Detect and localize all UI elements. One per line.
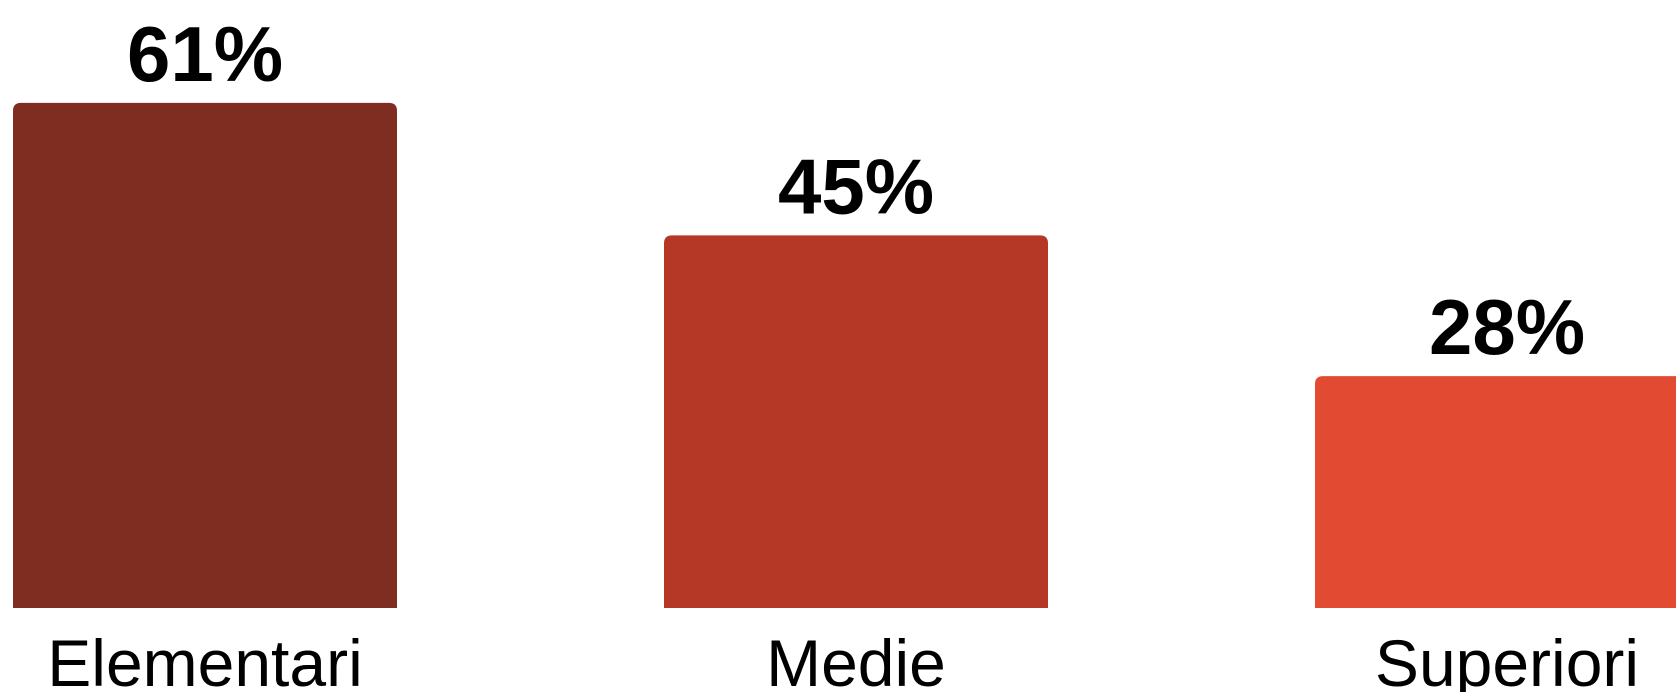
bar-superiori — [1315, 376, 1676, 608]
value-label-superiori: 28% — [1429, 283, 1585, 371]
category-label-elementari: Elementari — [47, 626, 362, 692]
value-label-elementari: 61% — [127, 10, 283, 98]
category-label-medie: Medie — [766, 626, 946, 692]
value-labels-layer: 61% 45% 28% — [127, 10, 1585, 371]
category-labels-layer: Elementari Medie Superiori — [47, 626, 1639, 692]
bar-elementari — [13, 102, 397, 609]
bars-layer — [13, 102, 1676, 609]
bar-medie — [664, 235, 1048, 608]
value-label-medie: 45% — [778, 142, 934, 230]
category-label-superiori: Superiori — [1375, 626, 1639, 692]
